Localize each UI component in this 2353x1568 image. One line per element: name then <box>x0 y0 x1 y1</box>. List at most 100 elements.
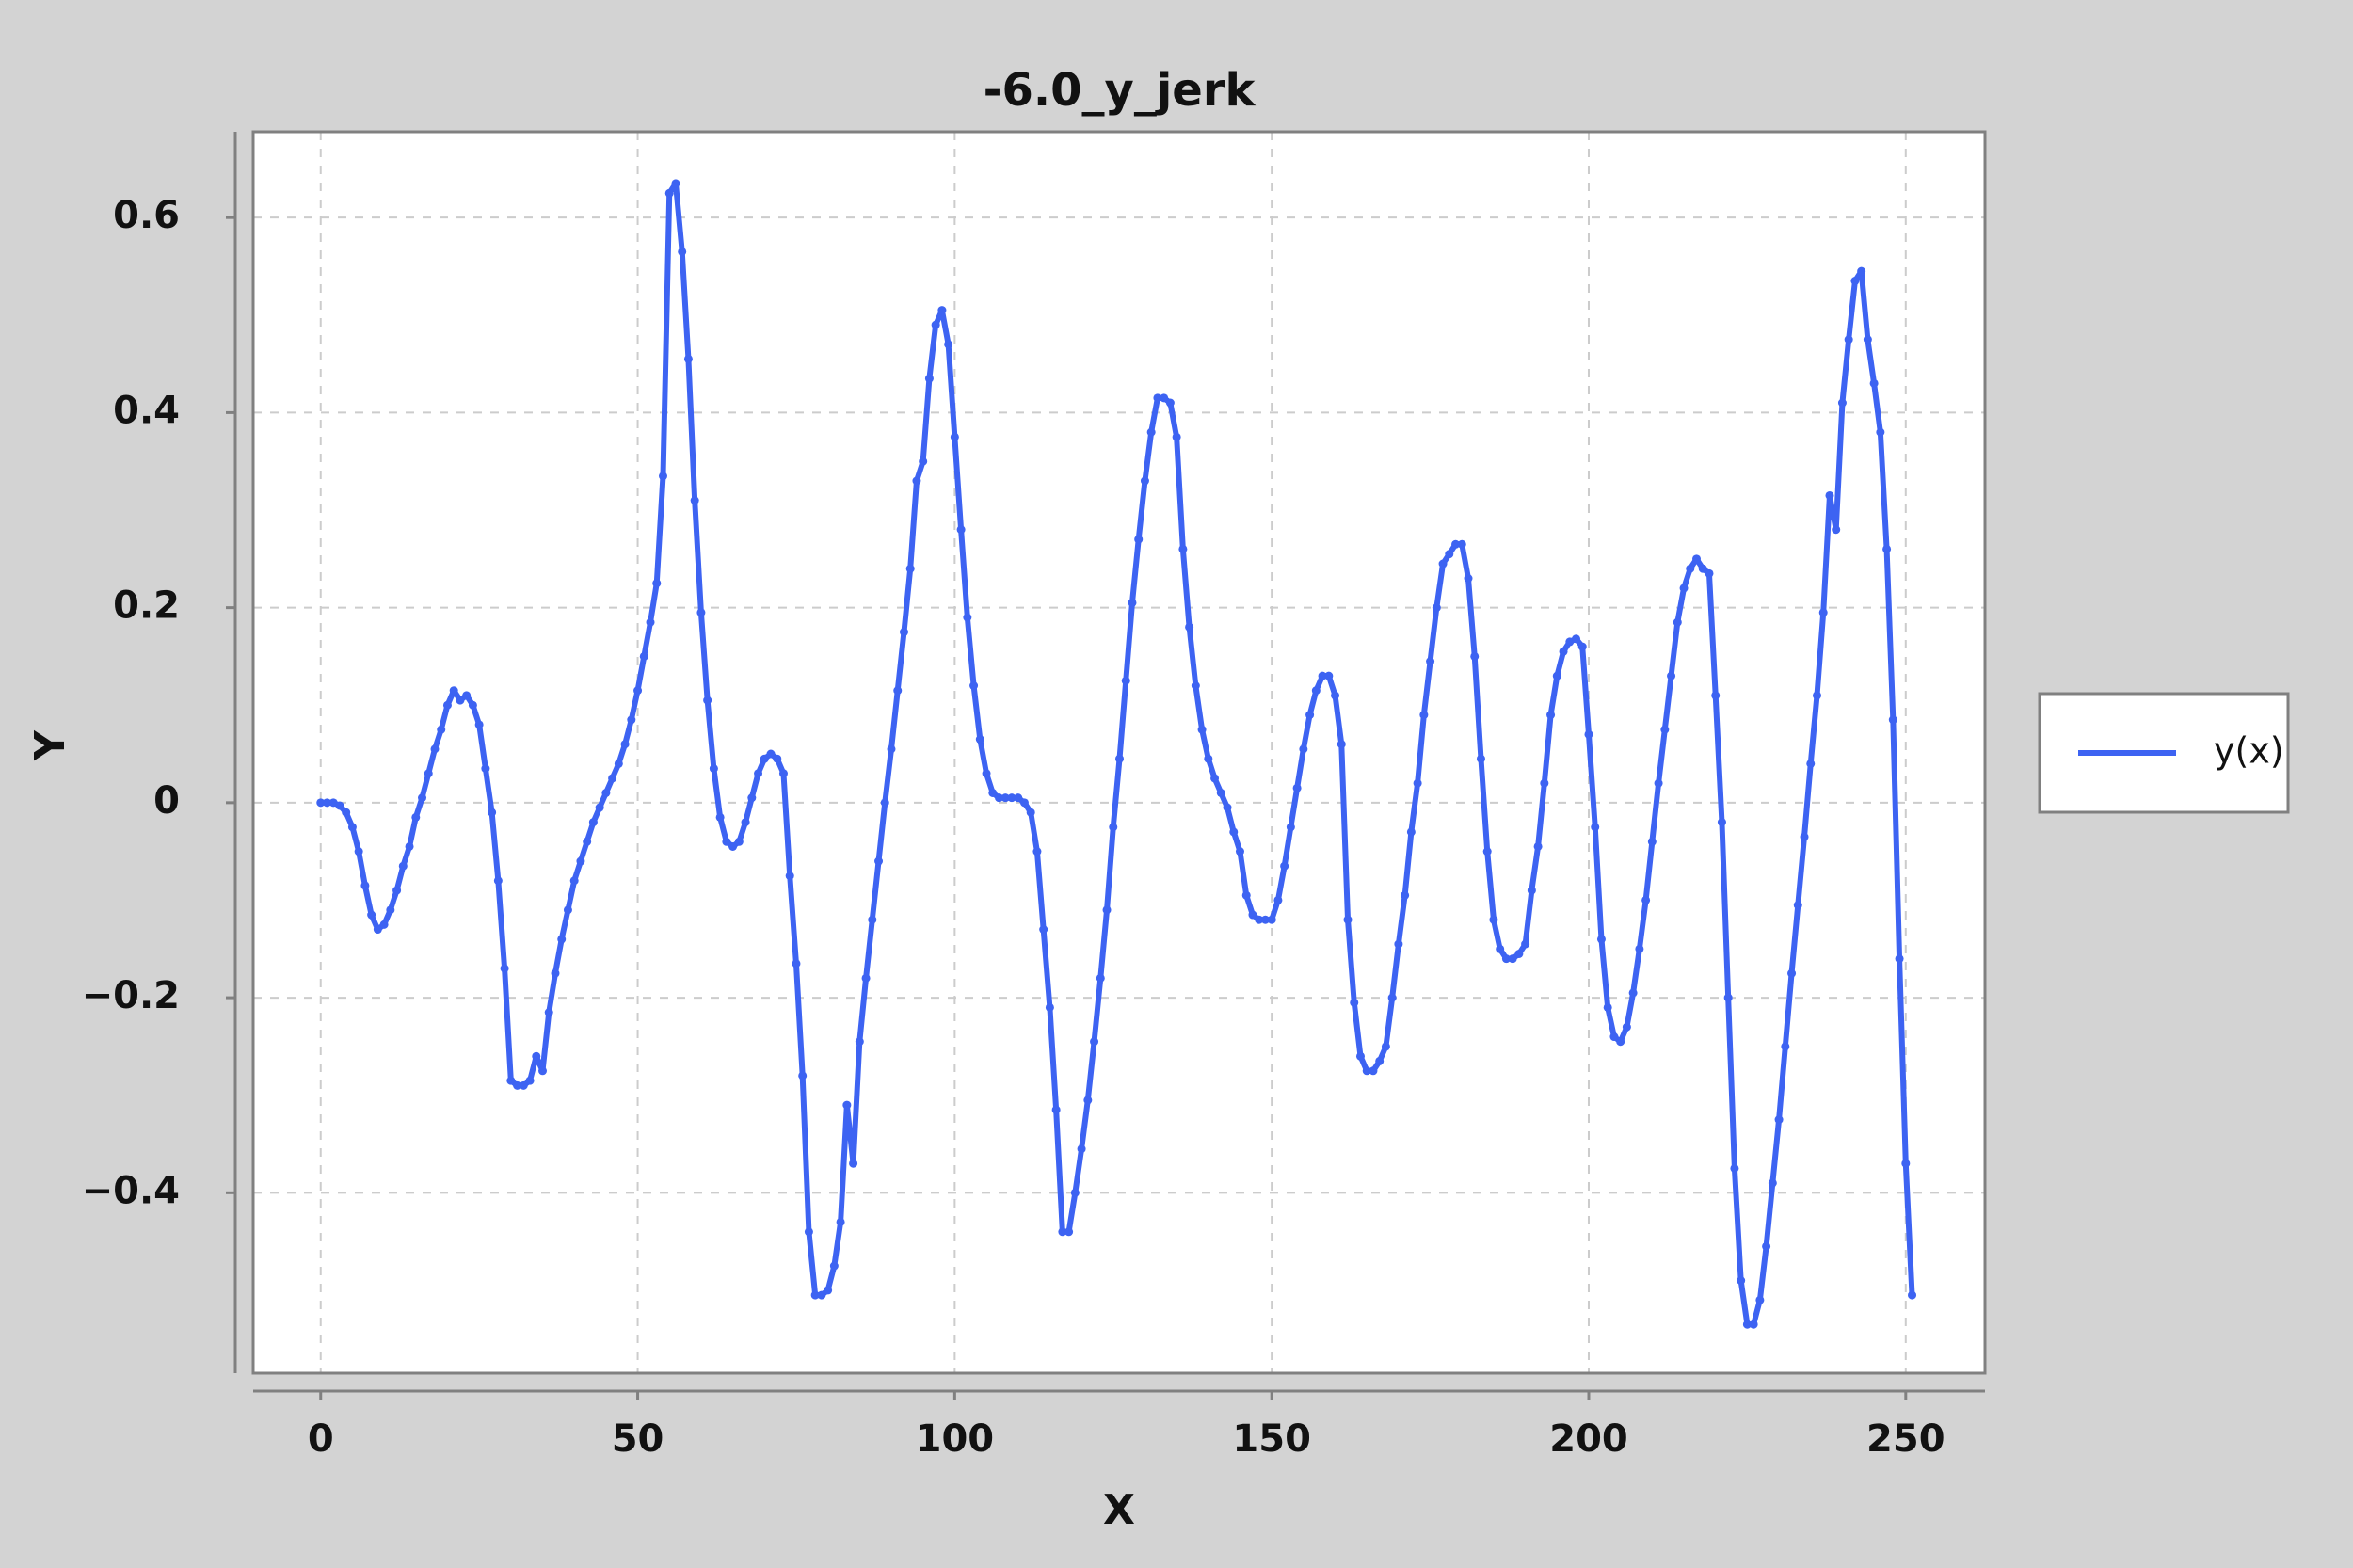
data-point <box>969 681 979 691</box>
data-point <box>1451 539 1461 549</box>
data-point <box>709 764 718 774</box>
data-point <box>1185 622 1194 632</box>
data-point <box>1229 827 1239 837</box>
data-point <box>1489 915 1498 924</box>
data-point <box>500 964 509 973</box>
data-point <box>513 1080 522 1090</box>
data-point <box>1255 915 1264 924</box>
data-point <box>912 476 921 486</box>
data-point <box>1692 554 1702 564</box>
data-point <box>328 798 338 808</box>
data-point <box>1540 778 1549 788</box>
data-point <box>360 881 370 890</box>
data-point <box>1337 740 1346 749</box>
data-point <box>1901 1159 1911 1168</box>
data-point <box>1032 847 1042 856</box>
data-point <box>1419 711 1429 720</box>
data-point <box>1647 837 1657 846</box>
data-point <box>1572 634 1581 644</box>
x-tick-label: 100 <box>916 1417 995 1461</box>
data-point <box>1000 793 1010 803</box>
data-point <box>1850 277 1860 286</box>
data-point <box>1501 954 1511 964</box>
data-point <box>1768 1178 1777 1188</box>
data-point <box>335 801 344 810</box>
data-point <box>931 320 940 329</box>
data-point <box>1673 617 1682 627</box>
data-point <box>462 691 472 700</box>
data-point <box>1128 598 1137 607</box>
data-point <box>1350 998 1359 1007</box>
data-point <box>551 968 560 978</box>
data-point <box>773 754 782 763</box>
data-point <box>437 725 446 734</box>
data-point <box>1204 754 1213 763</box>
data-point <box>1800 832 1809 841</box>
data-point <box>633 686 643 696</box>
data-point <box>1090 1037 1099 1047</box>
data-point <box>525 1076 535 1085</box>
x-tick-label: 200 <box>1549 1417 1628 1461</box>
data-point <box>690 496 699 505</box>
data-point <box>1406 827 1416 837</box>
data-point <box>1381 1042 1390 1051</box>
data-point <box>342 808 351 817</box>
data-point <box>1514 949 1524 958</box>
data-point <box>576 856 585 866</box>
data-point <box>519 1080 528 1090</box>
data-point <box>715 812 725 822</box>
data-point <box>424 769 433 778</box>
data-point <box>792 959 801 968</box>
data-point <box>627 715 636 725</box>
data-point <box>1153 393 1162 403</box>
data-point <box>778 769 788 778</box>
data-point <box>652 579 662 588</box>
data-point <box>1521 939 1530 949</box>
data-point <box>766 749 776 759</box>
x-tick-label: 250 <box>1866 1417 1945 1461</box>
data-point <box>557 935 567 944</box>
data-point <box>747 793 757 803</box>
data-point <box>1533 841 1543 851</box>
data-point <box>1508 954 1517 964</box>
data-point <box>1432 603 1441 613</box>
data-point <box>1464 574 1473 584</box>
data-point <box>1115 754 1125 763</box>
data-point <box>1299 744 1308 754</box>
data-point <box>1552 671 1561 680</box>
data-point <box>1546 711 1556 720</box>
x-tick-label: 50 <box>612 1417 664 1461</box>
data-point <box>456 696 465 705</box>
data-point <box>1355 1051 1365 1061</box>
legend-label: y(x) <box>2214 730 2284 772</box>
data-point <box>944 340 953 349</box>
data-point <box>1014 793 1023 803</box>
data-point <box>398 861 408 871</box>
y-tick-label: 0.4 <box>113 389 180 432</box>
data-point <box>1660 725 1670 734</box>
data-point <box>664 188 674 198</box>
data-point <box>995 793 1004 803</box>
data-point <box>1039 925 1048 935</box>
data-point <box>1882 544 1892 553</box>
data-point <box>1705 568 1714 578</box>
data-point <box>544 1008 553 1017</box>
data-point <box>982 769 991 778</box>
data-point <box>1178 544 1188 553</box>
data-point <box>1755 1295 1765 1304</box>
chart-title: -6.0_y_jerk <box>984 64 1257 117</box>
data-point <box>1565 637 1575 647</box>
data-point <box>1825 490 1834 500</box>
data-point <box>741 818 750 827</box>
data-point <box>1730 1163 1739 1173</box>
data-point <box>760 754 769 763</box>
data-point <box>583 837 592 846</box>
data-point <box>1241 890 1251 900</box>
data-point <box>1596 935 1606 944</box>
data-point <box>569 876 579 886</box>
data-point <box>1286 823 1295 832</box>
data-point <box>1362 1066 1371 1076</box>
data-point <box>1603 1002 1612 1012</box>
data-point <box>1160 393 1169 403</box>
data-point <box>785 872 794 881</box>
